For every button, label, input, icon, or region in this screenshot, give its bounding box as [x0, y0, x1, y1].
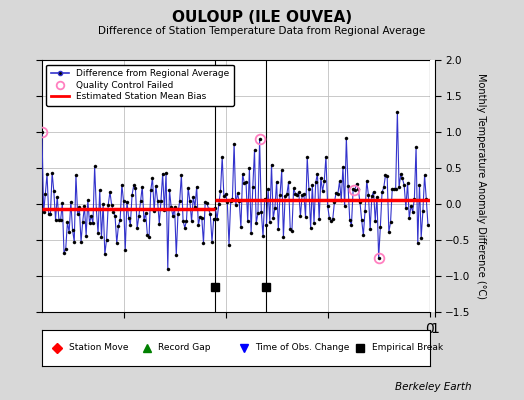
Y-axis label: Monthly Temperature Anomaly Difference (°C): Monthly Temperature Anomaly Difference (…	[476, 73, 486, 299]
Text: Station Move: Station Move	[69, 344, 128, 352]
Legend: Difference from Regional Average, Quality Control Failed, Estimated Station Mean: Difference from Regional Average, Qualit…	[47, 64, 234, 106]
Text: Empirical Break: Empirical Break	[372, 344, 443, 352]
Text: Record Gap: Record Gap	[158, 344, 211, 352]
Text: Berkeley Earth: Berkeley Earth	[395, 382, 472, 392]
Text: Time of Obs. Change: Time of Obs. Change	[255, 344, 350, 352]
Text: OULOUP (ILE OUVEA): OULOUP (ILE OUVEA)	[172, 10, 352, 25]
Text: Difference of Station Temperature Data from Regional Average: Difference of Station Temperature Data f…	[99, 26, 425, 36]
